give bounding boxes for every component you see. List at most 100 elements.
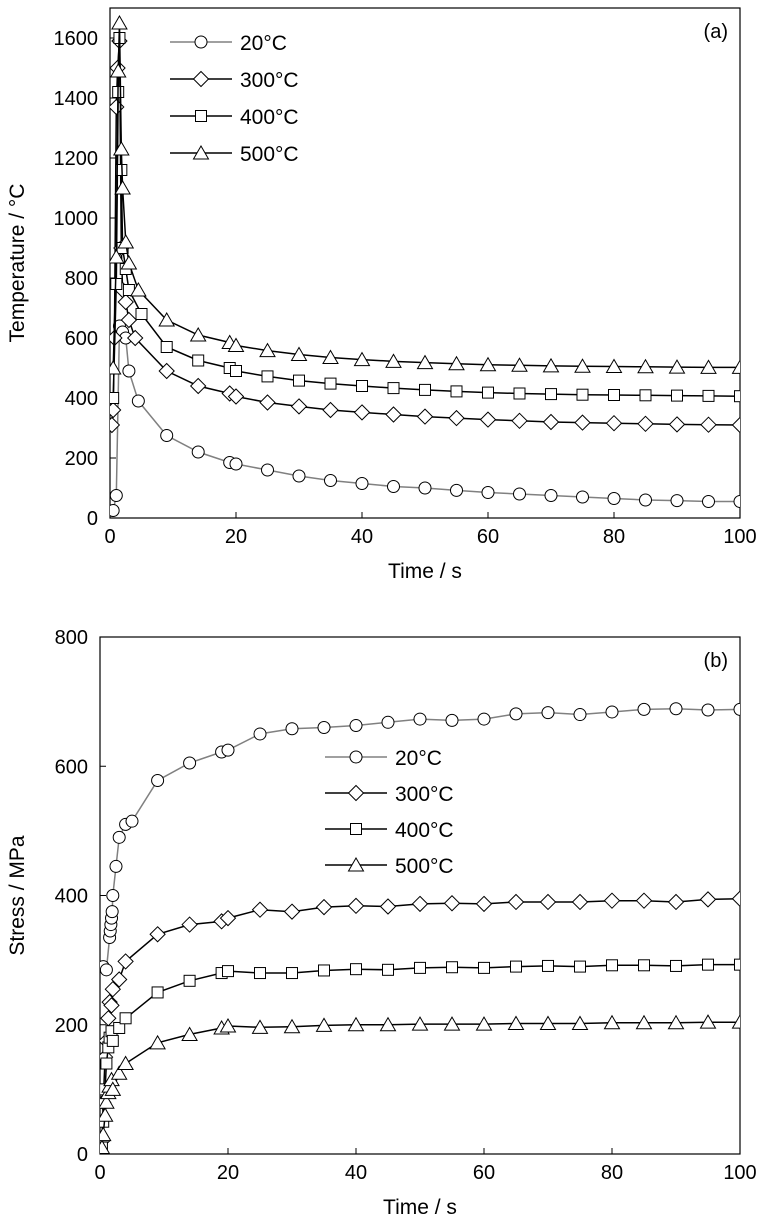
- panel-a-y-tick-label: 600: [65, 328, 98, 350]
- panel-a-legend: 20°C 300°C 400°C 500°C: [170, 32, 299, 166]
- panel-b-y-tick-label: 400: [55, 886, 88, 908]
- panel-a-data-point: [355, 477, 369, 490]
- panel-a-y-tick-label: 0: [87, 508, 98, 530]
- panel-b-data-point: [221, 743, 235, 757]
- panel-b-legend-marker: [349, 750, 363, 764]
- panel-b-data-point: [181, 1026, 198, 1041]
- panel-a-y-tick-label: 1000: [54, 208, 99, 230]
- panel-b-data-point: [286, 967, 298, 980]
- panel-a-data-point: [110, 248, 125, 264]
- panel-b-data-point: [635, 892, 653, 909]
- panel-a-data-point: [227, 388, 245, 405]
- panel-a-data-point: [450, 385, 463, 398]
- panel-b-data-point: [603, 892, 621, 909]
- panel-a-x-tick-label: 100: [723, 526, 756, 548]
- panel-b-data-point: [731, 1014, 740, 1029]
- panel-b-data-point: [542, 959, 554, 972]
- panel-a-series-line: [112, 22, 740, 369]
- panel-a-plot-frame: [109, 7, 741, 519]
- panel-b-data-point: [125, 814, 139, 828]
- panel-a-data-point: [290, 346, 308, 361]
- panel-a-data-point: [637, 358, 654, 374]
- panel-a-data-point: [322, 401, 339, 419]
- panel-a-legend-label: 300°C: [240, 69, 299, 92]
- panel-b-data-point: [667, 1014, 685, 1030]
- panel-b-data-point: [670, 959, 682, 972]
- panel-b-x-tick-label: 20: [217, 1162, 239, 1184]
- panel-b-data-point: [699, 1014, 717, 1029]
- panel-a-data-point: [261, 463, 274, 477]
- panel-b-data-point: [413, 712, 427, 726]
- panel-a-data-point: [450, 483, 463, 497]
- panel-b-data-point: [110, 971, 128, 988]
- panel-b-data-point: [181, 916, 198, 933]
- panel-b-data-point: [669, 702, 683, 716]
- panel-b-data-point: [733, 702, 740, 716]
- panel-a-data-point: [192, 354, 205, 367]
- panel-b-data-point: [318, 964, 330, 977]
- panel-b-series-line: [101, 1021, 740, 1148]
- panel-b-legend-label: 300°C: [395, 783, 454, 806]
- panel-b-legend-marker: [347, 856, 365, 872]
- panel-b-x-tick-label: 0: [94, 1162, 105, 1184]
- panel-b-y-tick-label: 800: [55, 627, 88, 649]
- panel-a-data-point: [322, 349, 339, 364]
- panel-a-data-point: [576, 388, 589, 401]
- panel-b-data-point: [606, 959, 618, 972]
- panel-a-data-point: [117, 293, 134, 311]
- panel-a-data-point: [545, 388, 557, 401]
- panel-a-data-point: [135, 308, 148, 320]
- panel-a-y-tick-label: 1200: [54, 148, 99, 170]
- panel-b-y-tick-label: 0: [77, 1144, 88, 1166]
- panel-a-data-point: [671, 389, 683, 402]
- panel-b-data-point: [414, 961, 426, 974]
- panel-a-data-point: [511, 412, 528, 430]
- panel-a-data-point: [448, 409, 465, 427]
- panel-b-data-point: [349, 719, 363, 733]
- panel-b-x-tick-label: 100: [723, 1162, 756, 1184]
- panel-a-data-point: [700, 359, 717, 374]
- panel-b-data-point: [113, 1021, 126, 1034]
- panel-b-data-point: [667, 893, 685, 911]
- panel-b-data-point: [539, 893, 557, 911]
- panel-a-data-point: [292, 469, 306, 483]
- panel-a-data-point: [112, 140, 130, 156]
- panel-a-data-point: [702, 495, 715, 508]
- panel-a-data-point: [668, 416, 686, 433]
- panel-b-data-point: [183, 974, 196, 987]
- panel-b-x-tick-label: 60: [473, 1162, 495, 1184]
- panel-b-y-tick-label: 200: [55, 1015, 88, 1037]
- panel-b-series-1: [100, 890, 740, 1150]
- panel-b-data-point: [117, 1055, 134, 1071]
- panel-a-data-point: [513, 387, 526, 400]
- panel-b-data-point: [379, 1016, 397, 1032]
- panel-b-data-point: [283, 903, 301, 920]
- panel-b-data-point: [539, 1015, 557, 1030]
- panel-b-data-point: [151, 986, 164, 999]
- panel-b-data-point: [106, 889, 120, 902]
- panel-b-data-point: [443, 1016, 461, 1031]
- panel-b-legend-label: 400°C: [395, 819, 454, 842]
- panel-b-data-point: [104, 1081, 122, 1096]
- panel-a-data-point: [230, 365, 242, 377]
- panel-b-data-point: [509, 707, 523, 721]
- panel-b-series-0: [100, 702, 740, 977]
- panel-a-data-point: [229, 457, 243, 471]
- panel-a-data-point: [111, 14, 128, 30]
- panel-b-data-point: [605, 705, 619, 719]
- panel-a-data-point: [639, 389, 652, 402]
- panel-a-data-point: [416, 408, 434, 425]
- panel-b-data-point: [445, 713, 459, 727]
- panel-b-data-point: [635, 1014, 653, 1030]
- panel-b-data-point: [541, 706, 555, 720]
- panel-a-x-tick-label: 60: [477, 526, 499, 548]
- panel-b-data-point: [443, 895, 461, 912]
- panel-a-series-line: [112, 37, 740, 399]
- panel-a-data-point: [448, 355, 465, 371]
- panel-b-data-point: [475, 895, 493, 913]
- panel-b-legend-label: 20°C: [395, 747, 442, 770]
- panel-a-data-point: [120, 311, 138, 329]
- panel-b-data-point: [251, 901, 269, 918]
